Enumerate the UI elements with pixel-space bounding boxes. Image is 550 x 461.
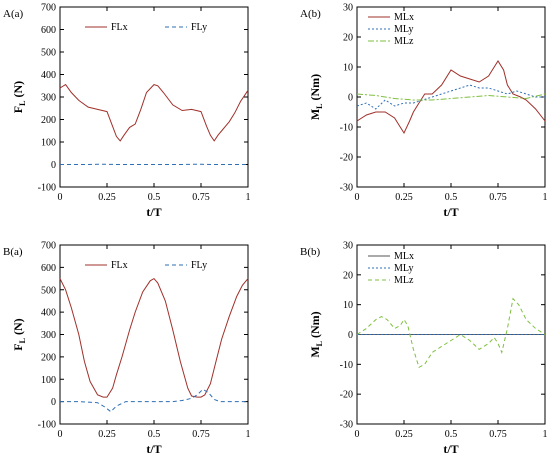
x-tick-label: 0.5 xyxy=(148,429,161,440)
x-tick-label: 0.75 xyxy=(192,192,210,203)
y-axis-title: ML (Nm) xyxy=(308,311,324,357)
legend-label-fly: FLy xyxy=(191,260,207,271)
legend-label-mly: MLy xyxy=(394,263,413,274)
legend-label-mlx: MLx xyxy=(394,251,414,262)
x-tick-label: 0.25 xyxy=(395,192,413,203)
series-line-fly xyxy=(60,388,248,413)
y-tick-label: -10 xyxy=(340,360,353,371)
y-tick-label: 700 xyxy=(41,3,56,14)
series-line-mlz xyxy=(356,93,546,101)
panel-label: B(a) xyxy=(3,246,23,258)
y-tick-label: 100 xyxy=(41,138,56,149)
x-tick-label: 0 xyxy=(355,192,360,203)
x-tick-label: 1 xyxy=(543,192,548,203)
y-tick-label: 600 xyxy=(41,263,56,274)
y-tick-label: -100 xyxy=(38,183,56,194)
legend-label-flx: FLx xyxy=(111,260,128,271)
legend-label-fly: FLy xyxy=(191,22,207,33)
x-tick-label: 0.25 xyxy=(98,429,116,440)
panel-label: B(b) xyxy=(300,246,321,258)
y-tick-label: -100 xyxy=(38,420,56,431)
x-tick-label: 0 xyxy=(355,429,360,440)
y-axis-title: FL (N) xyxy=(11,318,27,350)
y-tick-label: 20 xyxy=(343,270,353,281)
y-tick-label: 20 xyxy=(343,33,353,44)
y-tick-label: -30 xyxy=(340,183,353,194)
y-axis-title: FL (N) xyxy=(11,81,27,113)
x-tick-label: 0.25 xyxy=(395,429,413,440)
y-tick-label: -30 xyxy=(340,420,353,431)
x-axis-title: t/T xyxy=(443,205,458,219)
x-tick-label: 0 xyxy=(58,192,63,203)
y-tick-label: 30 xyxy=(343,3,353,14)
x-axis-title: t/T xyxy=(146,205,161,219)
y-tick-label: 500 xyxy=(41,48,56,59)
x-tick-label: 0.75 xyxy=(489,429,507,440)
x-axis-title: t/T xyxy=(443,442,458,456)
y-tick-label: 0 xyxy=(51,160,56,171)
plot-frame xyxy=(59,244,249,425)
x-tick-label: 1 xyxy=(246,429,251,440)
series-line-mlz xyxy=(356,297,546,369)
y-tick-label: 500 xyxy=(41,285,56,296)
x-tick-label: 0.5 xyxy=(445,429,458,440)
y-tick-label: -10 xyxy=(340,123,353,134)
x-axis-title: t/T xyxy=(146,442,161,456)
y-tick-label: 100 xyxy=(41,375,56,386)
y-tick-label: 0 xyxy=(348,330,353,341)
y-tick-label: 200 xyxy=(41,115,56,126)
y-tick-label: 30 xyxy=(343,241,353,252)
panel-label: A(a) xyxy=(3,8,23,20)
y-tick-label: 300 xyxy=(41,330,56,341)
x-tick-label: 1 xyxy=(246,192,251,203)
y-tick-label: 400 xyxy=(41,70,56,81)
y-axis-title: ML (Nm) xyxy=(308,74,324,120)
panel-label: A(b) xyxy=(300,8,321,20)
x-tick-label: 0.5 xyxy=(148,192,161,203)
y-tick-label: 0 xyxy=(51,397,56,408)
legend-label-mly: MLy xyxy=(394,24,413,35)
x-tick-label: 0.75 xyxy=(192,429,210,440)
x-tick-label: 0.25 xyxy=(98,192,116,203)
legend-label-mlz: MLz xyxy=(394,36,414,47)
x-tick-label: 0.5 xyxy=(445,192,458,203)
series-line-flx xyxy=(59,83,249,142)
chart-panel-Bb: -30 -20 -10 0 10 20 30 0 0.25 0.5 0.75 1 B(b) t/T ML (… xyxy=(300,241,548,457)
x-tick-label: 0.75 xyxy=(489,192,507,203)
series-line-mlx xyxy=(356,60,546,135)
y-tick-label: 200 xyxy=(41,352,56,363)
series-line-mly xyxy=(356,84,545,110)
y-tick-label: 0 xyxy=(348,93,353,104)
y-tick-label: 10 xyxy=(343,63,353,74)
series-line-flx xyxy=(59,277,249,398)
y-tick-label: 300 xyxy=(41,93,56,104)
y-tick-label: 600 xyxy=(41,25,56,36)
legend-label-mlx: MLx xyxy=(394,12,414,23)
legend-label-mlz: MLz xyxy=(394,275,414,286)
chart-panel-Ab: -30 -20 -10 0 10 20 30 0 0.25 0.5 0.75 1 A(b) t/T ML (… xyxy=(300,3,548,220)
y-tick-label: 10 xyxy=(343,300,353,311)
y-tick-label: -20 xyxy=(340,390,353,401)
y-tick-label: -20 xyxy=(340,153,353,164)
x-tick-label: 0 xyxy=(58,429,63,440)
y-tick-label: 400 xyxy=(41,308,56,319)
y-tick-label: 700 xyxy=(41,241,56,252)
x-tick-label: 1 xyxy=(543,429,548,440)
legend-label-flx: FLx xyxy=(111,22,128,33)
plot-frame xyxy=(59,6,249,188)
